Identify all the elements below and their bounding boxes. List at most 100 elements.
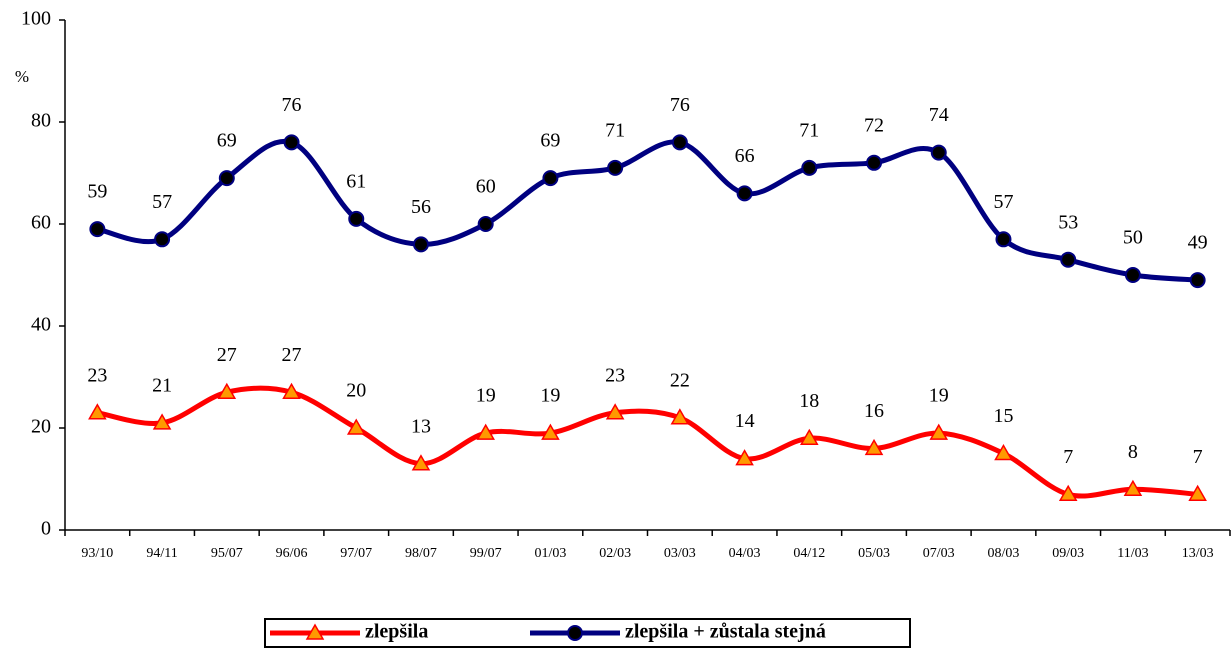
marker	[217, 382, 237, 400]
x-tick-label: 97/07	[340, 546, 372, 561]
data-label: 23	[605, 364, 625, 386]
marker	[800, 428, 819, 445]
x-tick-label: 93/10	[81, 546, 113, 561]
x-tick-label: 04/03	[729, 546, 761, 561]
data-label: 19	[540, 385, 560, 407]
marker	[929, 423, 949, 440]
marker	[88, 403, 107, 420]
y-tick-label: 0	[41, 518, 51, 540]
data-label: 66	[735, 145, 755, 167]
x-tick-label: 95/07	[211, 546, 243, 561]
data-label: 50	[1123, 227, 1143, 249]
y-tick-label: 80	[31, 110, 51, 132]
x-tick-label: 08/03	[988, 546, 1020, 561]
series-line	[96, 138, 1198, 283]
marker	[1058, 484, 1078, 502]
marker	[542, 170, 559, 187]
x-tick-label: 13/03	[1182, 546, 1214, 561]
marker	[864, 438, 884, 456]
data-label: 71	[605, 119, 625, 141]
marker	[348, 210, 365, 227]
marker	[305, 623, 325, 640]
marker	[1123, 479, 1143, 496]
data-label: 22	[670, 369, 690, 391]
data-label: 56	[411, 196, 431, 218]
marker	[346, 418, 366, 435]
data-label: 15	[993, 405, 1013, 427]
marker	[671, 134, 688, 151]
marker	[801, 159, 818, 176]
marker	[412, 236, 429, 253]
data-label: 7	[1063, 446, 1073, 468]
data-label: 16	[864, 400, 884, 422]
data-label: 60	[476, 176, 496, 198]
y-tick-label: 60	[31, 212, 51, 234]
marker	[411, 454, 431, 471]
x-tick-label: 03/03	[664, 546, 696, 561]
data-label: 13	[411, 415, 431, 437]
marker	[283, 134, 300, 151]
marker	[477, 216, 494, 232]
marker	[607, 159, 624, 176]
y-axis-label: %	[15, 67, 29, 86]
data-label: 59	[87, 181, 107, 203]
marker	[218, 170, 235, 187]
x-tick-label: 05/03	[858, 546, 890, 561]
x-tick-label: 99/07	[470, 546, 502, 561]
legend-label: zlepšila + zůstala stejná	[625, 621, 826, 643]
data-label: 18	[799, 390, 819, 412]
marker	[605, 403, 625, 420]
x-tick-label: 94/11	[146, 546, 177, 561]
marker	[995, 231, 1012, 248]
x-tick-label: 98/07	[405, 546, 437, 561]
data-label: 19	[476, 385, 496, 407]
data-label: 71	[799, 119, 819, 141]
data-label: 20	[346, 380, 366, 402]
data-label: 23	[87, 364, 107, 386]
data-label: 57	[993, 191, 1013, 213]
data-label: 61	[346, 170, 366, 192]
marker	[152, 413, 172, 430]
marker	[735, 449, 754, 466]
data-label: 14	[735, 410, 755, 432]
data-label: 27	[217, 344, 237, 366]
marker	[541, 423, 560, 440]
marker	[567, 625, 583, 641]
x-tick-label: 07/03	[923, 546, 955, 561]
data-label: 49	[1188, 232, 1208, 254]
data-label: 19	[929, 385, 949, 407]
data-label: 27	[282, 344, 302, 366]
x-tick-label: 02/03	[599, 546, 631, 561]
data-label: 74	[929, 104, 949, 126]
marker	[1189, 272, 1206, 289]
marker	[1124, 267, 1141, 283]
marker	[1188, 484, 1207, 502]
data-label: 53	[1058, 211, 1078, 233]
marker	[994, 443, 1013, 461]
data-label: 69	[217, 130, 237, 152]
marker	[154, 231, 171, 248]
data-label: 76	[282, 94, 302, 116]
y-tick-label: 100	[21, 8, 51, 30]
x-tick-label: 11/03	[1117, 546, 1148, 561]
y-tick-label: 20	[31, 416, 51, 438]
x-tick-label: 04/12	[793, 546, 825, 561]
data-label: 57	[152, 191, 172, 213]
data-label: 72	[864, 114, 884, 136]
marker	[476, 423, 495, 440]
marker	[89, 221, 106, 238]
marker	[930, 144, 947, 161]
marker	[866, 154, 883, 171]
x-tick-label: 96/06	[276, 546, 308, 561]
legend-label: zlepšila	[365, 621, 428, 643]
x-tick-label: 09/03	[1052, 546, 1084, 561]
data-label: 21	[152, 374, 172, 396]
data-label: 8	[1128, 441, 1138, 463]
marker	[1060, 251, 1077, 268]
data-label: 7	[1193, 446, 1203, 468]
data-label: 69	[540, 130, 560, 152]
data-label: 76	[670, 94, 690, 116]
marker	[736, 185, 753, 202]
marker	[282, 382, 301, 400]
